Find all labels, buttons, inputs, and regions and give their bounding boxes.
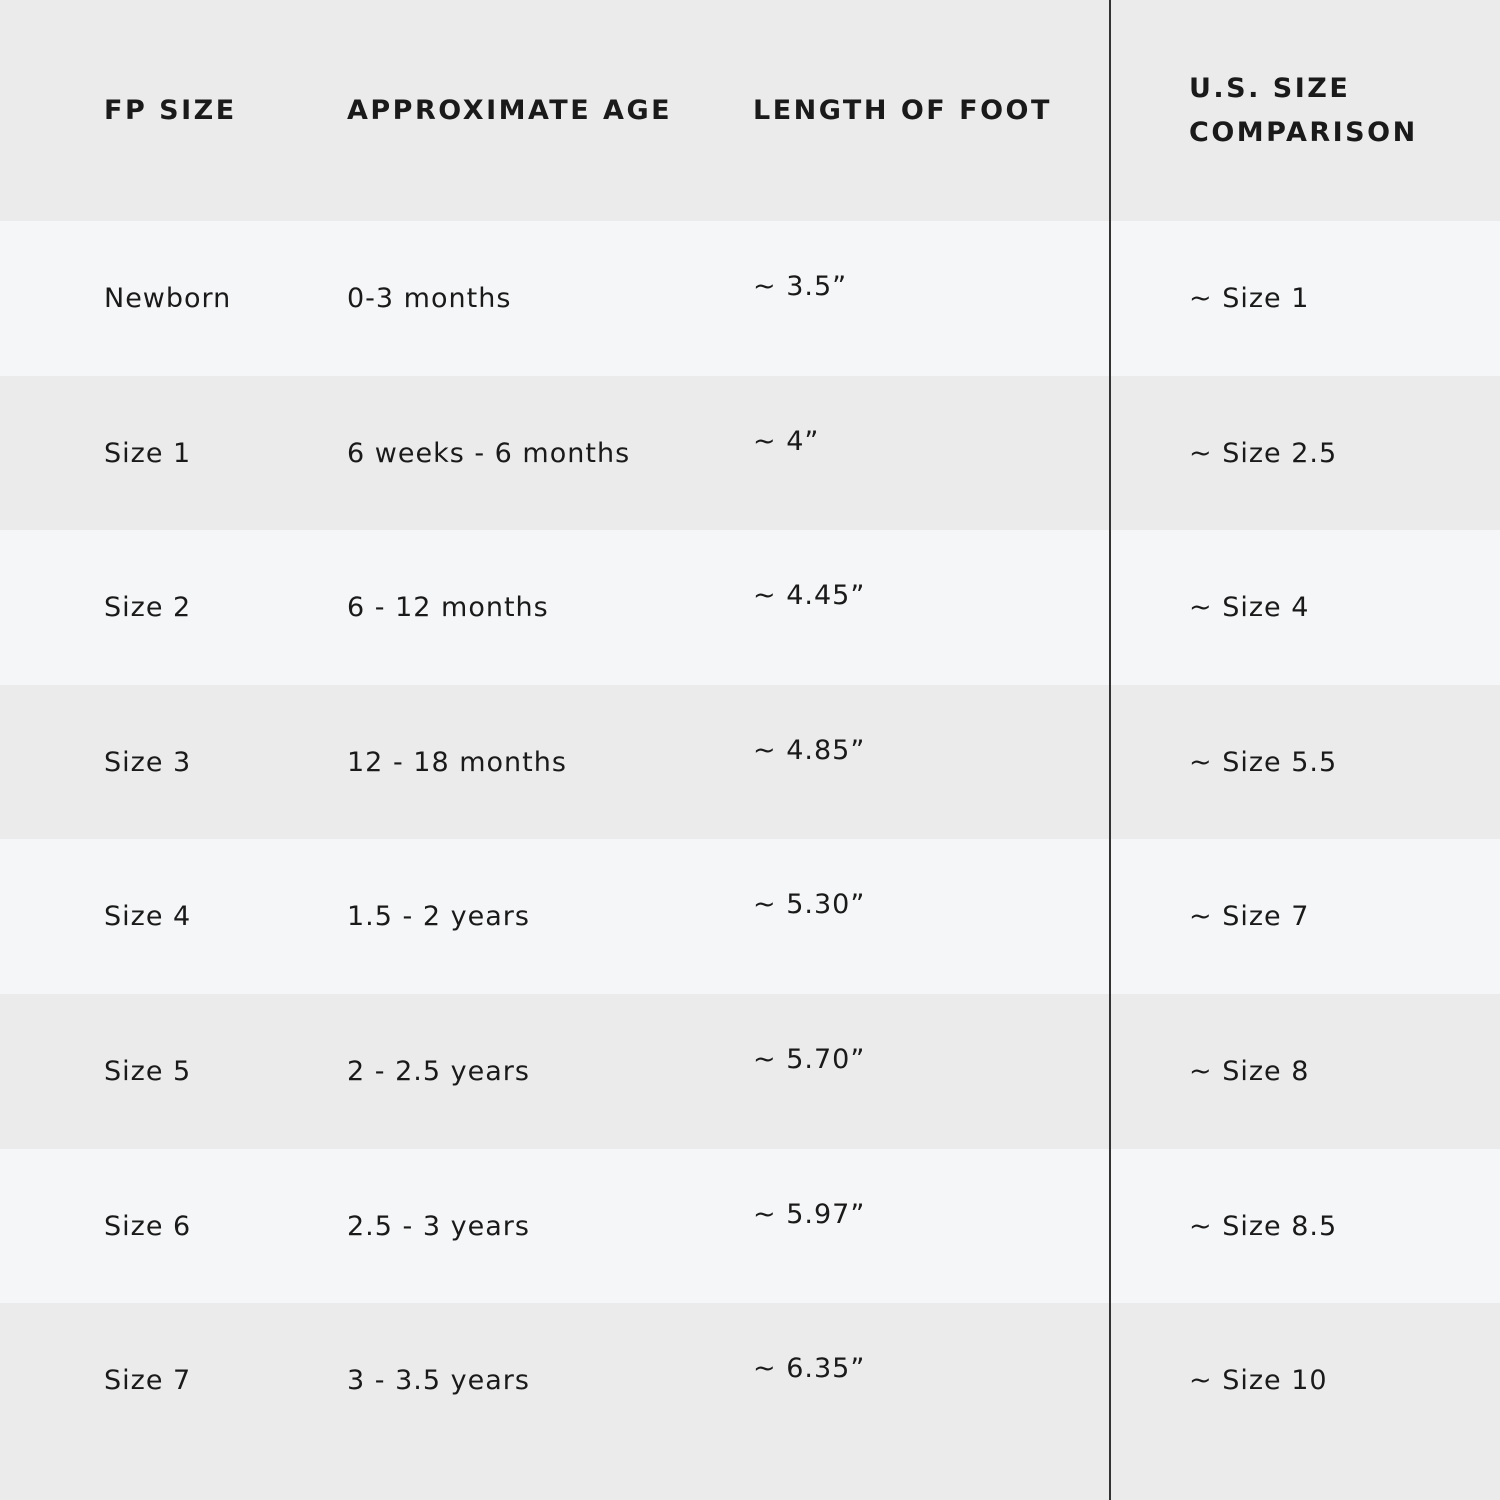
table-cell: ~ Size 10 <box>1189 1365 1328 1397</box>
table-cell: 6 - 12 months <box>347 592 549 624</box>
table-cell: ~ 4.85” <box>753 734 866 766</box>
table-cell: ~ Size 4 <box>1189 592 1310 624</box>
table-cell: ~ Size 7 <box>1189 901 1310 933</box>
table-cell: ~ 6.35” <box>753 1353 866 1385</box>
table-cell: 2.5 - 3 years <box>347 1210 530 1242</box>
table-cell: 1.5 - 2 years <box>347 901 530 933</box>
header-cell: APPROXIMATE AGE <box>347 94 673 126</box>
table-cell: ~ 4” <box>753 425 820 457</box>
table-cell: Size 7 <box>104 1365 192 1397</box>
table-cell: ~ 5.30” <box>753 889 866 921</box>
table-cell: Size 1 <box>104 437 192 469</box>
table-row: Size 4 1.5 - 2 years ~ 5.30” ~ Size 7 <box>0 839 1500 995</box>
header-cell: U.S. SIZE COMPARISON <box>1189 72 1418 148</box>
table-cell: Newborn <box>104 283 232 314</box>
table-cell: ~ Size 8.5 <box>1189 1210 1338 1242</box>
table-cell: ~ 5.97” <box>753 1198 866 1230</box>
table-cell: ~ Size 8 <box>1189 1056 1310 1087</box>
table-row: Size 2 6 - 12 months ~ 4.45” ~ Size 4 <box>0 530 1500 686</box>
table-cell: ~ 3.5” <box>753 271 848 302</box>
header-cell: FP SIZE <box>104 94 237 126</box>
table-cell: Size 5 <box>104 1056 192 1087</box>
table-cell: 3 - 3.5 years <box>347 1365 530 1397</box>
table-cell: ~ 4.45” <box>753 580 866 612</box>
table-row: Newborn 0-3 months ~ 3.5” ~ Size 1 <box>0 221 1500 376</box>
table-cell: 12 - 18 months <box>347 746 567 778</box>
table-cell: ~ Size 2.5 <box>1189 437 1338 469</box>
table-cell: 2 - 2.5 years <box>347 1056 530 1087</box>
table-row: Size 3 12 - 18 months ~ 4.85” ~ Size 5.5 <box>0 684 1500 840</box>
table-row: Size 5 2 - 2.5 years ~ 5.70” ~ Size 8 <box>0 994 1500 1149</box>
table-cell: ~ Size 1 <box>1189 283 1310 314</box>
table-cell: Size 3 <box>104 746 192 778</box>
table-cell: Size 2 <box>104 592 192 624</box>
table-cell: ~ Size 5.5 <box>1189 746 1338 778</box>
table-cell: Size 6 <box>104 1210 192 1242</box>
header-cell: LENGTH OF FOOT <box>753 94 1052 126</box>
divider <box>1109 0 1111 1500</box>
table-row: Size 1 6 weeks - 6 months ~ 4” ~ Size 2.5 <box>0 375 1500 531</box>
table-cell: 0-3 months <box>347 283 512 314</box>
table-cell: 6 weeks - 6 months <box>347 437 631 469</box>
table-row: Size 7 3 - 3.5 years ~ 6.35” ~ Size 10 <box>0 1303 1500 1459</box>
table-cell: Size 4 <box>104 901 192 933</box>
header-row: FP SIZE APPROXIMATE AGE LENGTH OF FOOT U.S.… <box>0 0 1500 221</box>
table-cell: ~ 5.70” <box>753 1044 866 1075</box>
table-row: Size 6 2.5 - 3 years ~ 5.97” ~ Size 8.5 <box>0 1148 1500 1304</box>
